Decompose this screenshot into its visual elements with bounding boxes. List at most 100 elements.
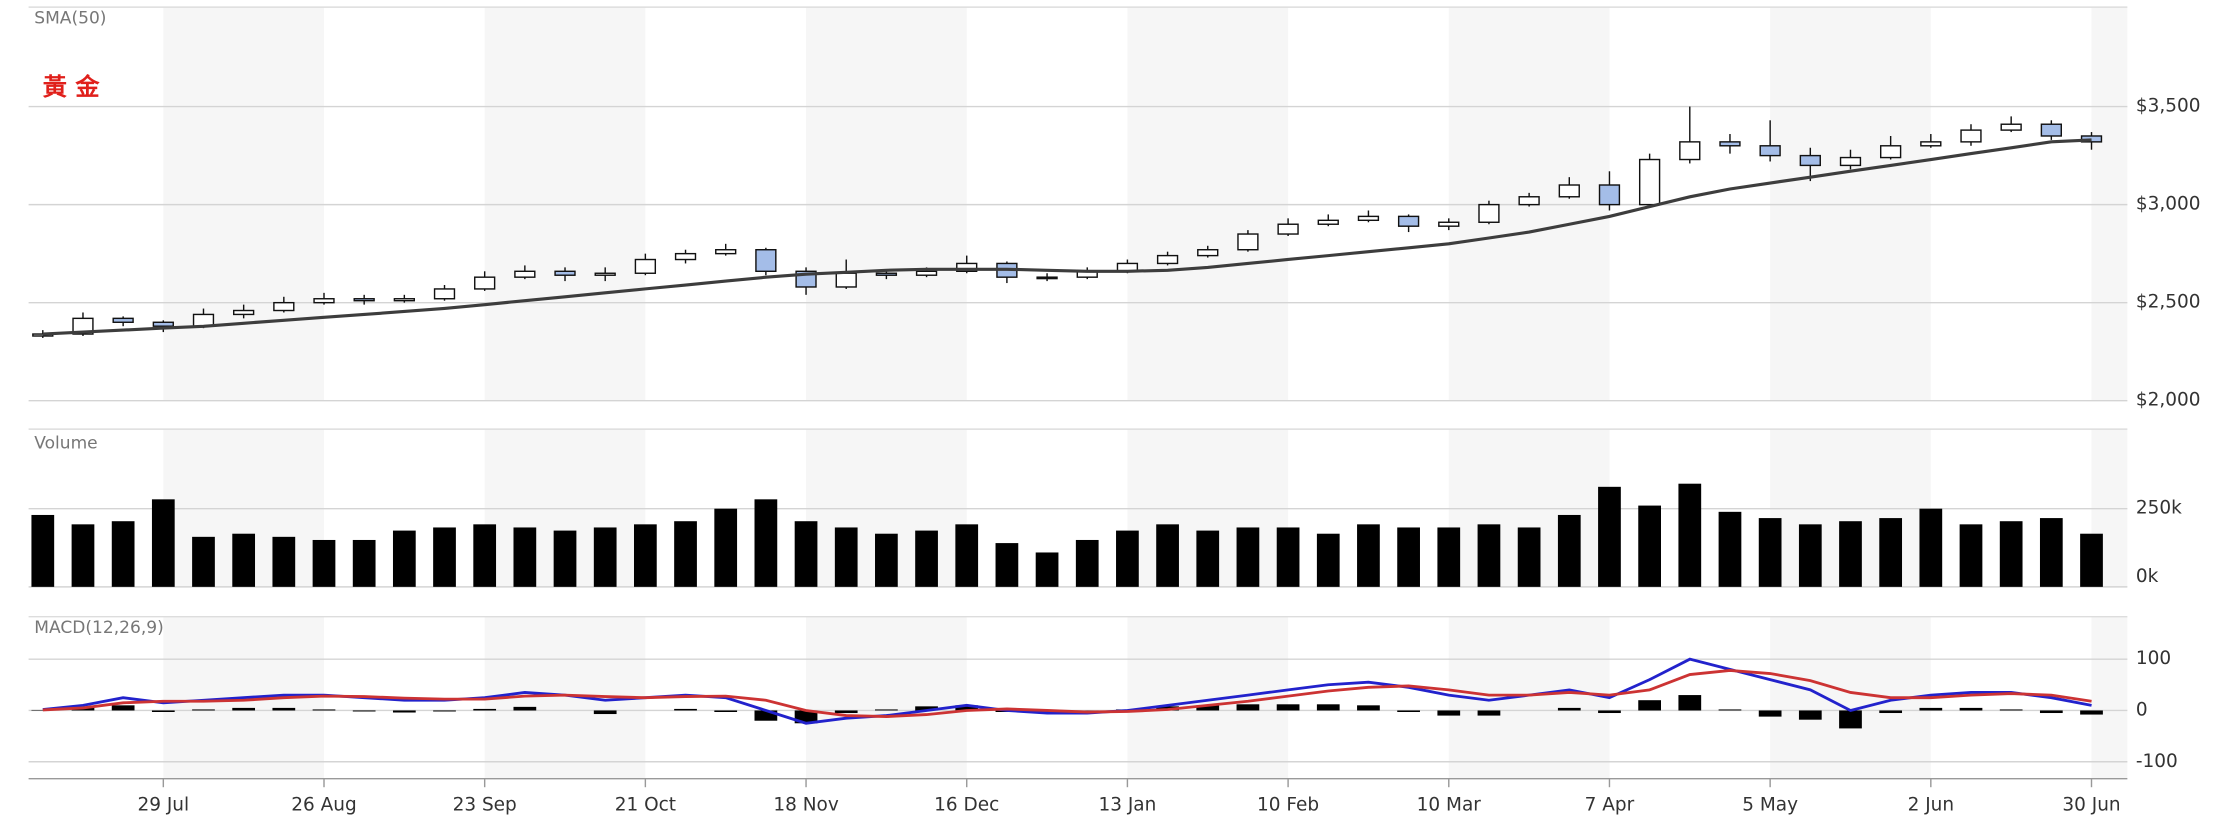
volume-bar: [1156, 524, 1179, 587]
candle-body: [1920, 141, 1942, 147]
volume-bar: [31, 514, 55, 587]
x-tick-label: 10 Mar: [1417, 795, 1482, 816]
volume-bar: [1196, 530, 1220, 587]
histogram-bar: [875, 709, 898, 711]
volume-bar: [192, 536, 215, 587]
histogram-bar: [31, 709, 55, 711]
candle-body: [152, 321, 174, 327]
volume-bar: [151, 499, 175, 587]
candle-body: [1719, 141, 1741, 147]
volume-bar: [1798, 524, 1822, 587]
histogram-bar: [955, 705, 979, 711]
volume-bar: [674, 521, 697, 587]
histogram-bar: [1879, 710, 1903, 714]
x-tick-label: 18 Nov: [773, 795, 838, 816]
histogram-bar: [1758, 710, 1782, 717]
histogram-bar: [151, 710, 175, 712]
histogram-bar: [352, 710, 376, 712]
volume-bar: [794, 521, 818, 587]
candle-body: [1638, 158, 1661, 206]
candle-body: [1277, 223, 1299, 235]
volume-bar: [754, 499, 778, 587]
candle-body: [2040, 123, 2062, 137]
volume-bar: [71, 524, 95, 587]
y-tick-label: $2,000: [2136, 390, 2201, 411]
candle-body: [915, 270, 938, 276]
candle-body: [755, 249, 777, 273]
volume-bar: [1999, 521, 2023, 587]
histogram-bar: [232, 707, 256, 711]
y-tick-label: $3,500: [2136, 96, 2201, 117]
volume-bar: [1557, 514, 1581, 587]
x-tick-label: 30 Jun: [2062, 795, 2120, 816]
histogram-bar: [915, 706, 938, 711]
histogram-bar: [714, 710, 738, 712]
candle-body: [634, 258, 657, 274]
candle-body: [674, 252, 697, 261]
x-tick-label: 2 Jun: [1908, 795, 1954, 816]
histogram-bar: [111, 705, 135, 711]
x-tick-label: 16 Dec: [934, 795, 999, 816]
candle-body: [313, 298, 335, 304]
histogram-bar: [513, 706, 537, 711]
y-tick-label: 0k: [2136, 566, 2159, 587]
volume-bar: [1477, 524, 1501, 587]
histogram-bar: [1276, 704, 1300, 711]
volume-bar: [392, 530, 416, 587]
candle-body: [1478, 203, 1500, 223]
candle-body: [2000, 123, 2022, 131]
brand-title: 黃 金: [43, 73, 101, 101]
candle-body: [433, 288, 456, 300]
volume-bar: [1397, 527, 1420, 587]
x-tick-label: 5 May: [1742, 795, 1798, 816]
volume-bar: [352, 539, 376, 587]
histogram-bar: [2080, 710, 2103, 715]
candle-body: [353, 298, 375, 302]
candle-body: [393, 298, 415, 302]
candle-body: [1679, 141, 1701, 161]
candle-body: [1397, 215, 1420, 227]
band: [806, 616, 967, 779]
band: [2091, 616, 2128, 779]
volume-bar: [714, 508, 738, 587]
histogram-bar: [473, 708, 497, 711]
volume-bar: [1035, 552, 1059, 587]
histogram-bar: [1999, 709, 2023, 711]
histogram-bar: [272, 707, 296, 711]
bands: [163, 7, 2128, 779]
candle-body: [594, 272, 616, 276]
volume-bar: [1116, 530, 1139, 587]
candle-body: [715, 249, 737, 255]
histogram-bar: [1839, 710, 1862, 729]
histogram-bar: [834, 710, 858, 714]
candle-body: [474, 276, 496, 290]
volume-bar: [1517, 527, 1541, 587]
histogram-bar: [1196, 705, 1220, 711]
candle-body: [1799, 154, 1821, 167]
candle-body: [1237, 233, 1259, 251]
candle-body: [233, 309, 255, 316]
volume-bar: [1839, 521, 1862, 587]
x-tick-label: 7 Apr: [1585, 795, 1635, 816]
candle-body: [1317, 219, 1339, 225]
volume-bar: [633, 524, 657, 587]
volume-bar: [1276, 527, 1300, 587]
x-tick-label: 23 Sep: [453, 795, 517, 816]
histogram-bar: [1718, 709, 1742, 711]
volume-bar: [1678, 483, 1702, 587]
y-tick-label: 100: [2136, 648, 2171, 669]
histogram-bar: [1437, 710, 1461, 716]
histogram-bar: [2039, 710, 2063, 714]
candle-body: [1839, 156, 1862, 167]
volume-bar: [1316, 533, 1340, 587]
volume-bar: [2039, 518, 2063, 587]
signal-line: [42, 668, 2092, 719]
candle-body: [875, 272, 898, 276]
histogram-bar: [674, 708, 697, 711]
candle-body: [1518, 196, 1540, 206]
panel-label: MACD(12,26,9): [34, 618, 163, 638]
volume-bar: [2080, 533, 2103, 587]
histogram-bar: [1678, 695, 1702, 711]
